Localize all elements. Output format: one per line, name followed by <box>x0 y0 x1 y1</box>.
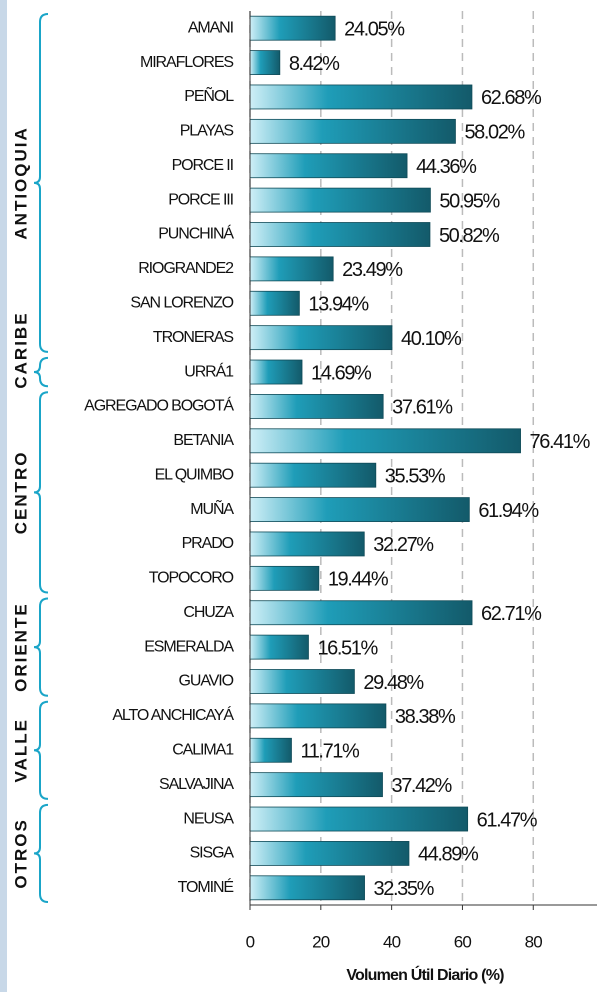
value-label: 50.95% <box>439 190 500 212</box>
y-tick-label: ESMERALDA <box>144 638 234 655</box>
group-label: OTROS <box>11 818 30 888</box>
value-label: 32.35% <box>374 878 435 900</box>
x-tick-label: 0 <box>246 932 255 951</box>
y-tick-label: PLAYAS <box>180 123 234 140</box>
group-label: ORIENTE <box>11 602 30 692</box>
group-label: CARIBE <box>11 311 30 388</box>
value-label: 14.69% <box>311 362 372 384</box>
y-tick-label: BETANIA <box>173 432 234 449</box>
y-tick-label: MIRAFLORES <box>140 54 233 71</box>
bar <box>249 462 377 488</box>
bar <box>249 806 469 832</box>
y-tick-label: TRONERAS <box>153 329 234 346</box>
value-label: 40.10% <box>401 328 462 350</box>
x-tick-label: 60 <box>454 932 472 951</box>
bar <box>249 290 300 316</box>
bar <box>249 359 303 385</box>
x-tick-label: 40 <box>383 932 401 951</box>
value-label: 35.53% <box>385 465 446 487</box>
value-label: 37.61% <box>392 397 453 419</box>
bar <box>249 737 292 763</box>
value-label: 61.94% <box>478 500 539 522</box>
group-brace <box>33 391 49 594</box>
group-label: VALLE <box>11 718 30 782</box>
value-label: 44.89% <box>418 844 479 866</box>
y-tick-label: CALIMA1 <box>172 741 234 758</box>
value-label: 37.42% <box>391 775 452 797</box>
y-tick-label: EL QUIMBO <box>155 466 234 483</box>
group-label: ANTIOQUIA <box>11 126 30 239</box>
y-tick-label: SISGA <box>190 845 235 862</box>
bar <box>249 428 521 454</box>
y-tick-label: TOPOCORO <box>149 570 234 587</box>
x-axis-label: Volumen Útil Diario (%) <box>346 965 504 984</box>
value-label: 29.48% <box>363 672 424 694</box>
y-tick-label: TOMINÉ <box>178 877 234 896</box>
y-tick-label: AGREGADO BOGOTÁ <box>84 396 234 415</box>
x-tick-label: 20 <box>312 932 330 951</box>
bar <box>249 187 431 213</box>
bar <box>249 394 384 419</box>
y-tick-label: CHUZA <box>183 604 234 621</box>
group-brace <box>33 597 49 697</box>
bar <box>249 703 387 729</box>
value-label: 13.94% <box>308 294 369 316</box>
y-tick-label: MUÑA <box>190 498 234 518</box>
bar <box>249 222 431 247</box>
y-tick-label: PUNCHINÁ <box>158 224 234 243</box>
y-tick-label: PEÑOL <box>184 85 234 105</box>
bar <box>249 325 393 351</box>
x-tick-label: 80 <box>525 932 543 951</box>
value-label: 16.51% <box>317 637 378 659</box>
y-tick-label: ALTO ANCHICAYÁ <box>112 705 234 724</box>
bar <box>249 669 355 694</box>
group-brace <box>33 356 49 388</box>
group-label: CENTRO <box>11 450 30 534</box>
bar <box>249 153 408 179</box>
value-label: 62.71% <box>481 603 542 625</box>
value-label: 32.27% <box>373 534 434 556</box>
value-label: 58.02% <box>464 122 525 144</box>
bar <box>249 256 334 282</box>
bar <box>249 565 320 591</box>
y-tick-label: SALVAJINA <box>159 776 234 793</box>
value-label: 38.38% <box>395 706 456 728</box>
bar <box>249 634 309 660</box>
value-label: 61.47% <box>477 809 538 831</box>
group-brace <box>33 13 49 353</box>
bar <box>249 772 383 798</box>
value-label: 44.36% <box>416 156 477 178</box>
value-label: 62.68% <box>481 87 542 109</box>
y-tick-label: URRÁ1 <box>184 361 234 380</box>
bar <box>249 875 365 901</box>
value-label: 23.49% <box>342 259 403 281</box>
value-label: 11.71% <box>300 741 360 763</box>
y-tick-label: GUAVIO <box>179 673 234 690</box>
value-label: 19.44% <box>328 569 389 591</box>
value-label: 8.42% <box>289 53 340 75</box>
y-tick-label: NEUSA <box>183 810 234 827</box>
y-tick-label: PRADO <box>182 535 234 552</box>
bar <box>249 50 281 75</box>
bar <box>249 497 470 522</box>
value-label: 50.82% <box>439 225 500 247</box>
group-brace <box>33 700 49 800</box>
y-tick-label: RIOGRANDE2 <box>138 260 234 277</box>
group-brace <box>33 803 49 903</box>
y-tick-label: AMANI <box>188 19 233 36</box>
value-label: 76.41% <box>530 431 591 453</box>
bar <box>249 531 365 557</box>
value-label: 24.05% <box>344 18 405 40</box>
bar <box>249 15 336 41</box>
y-tick-label: PORCE III <box>168 191 233 208</box>
bar <box>249 118 456 144</box>
side-strip <box>0 0 7 992</box>
bar <box>249 84 473 110</box>
y-tick-label: PORCE II <box>172 157 233 174</box>
bar <box>249 600 473 626</box>
bar <box>249 841 410 866</box>
y-tick-label: SAN LORENZO <box>130 294 233 311</box>
